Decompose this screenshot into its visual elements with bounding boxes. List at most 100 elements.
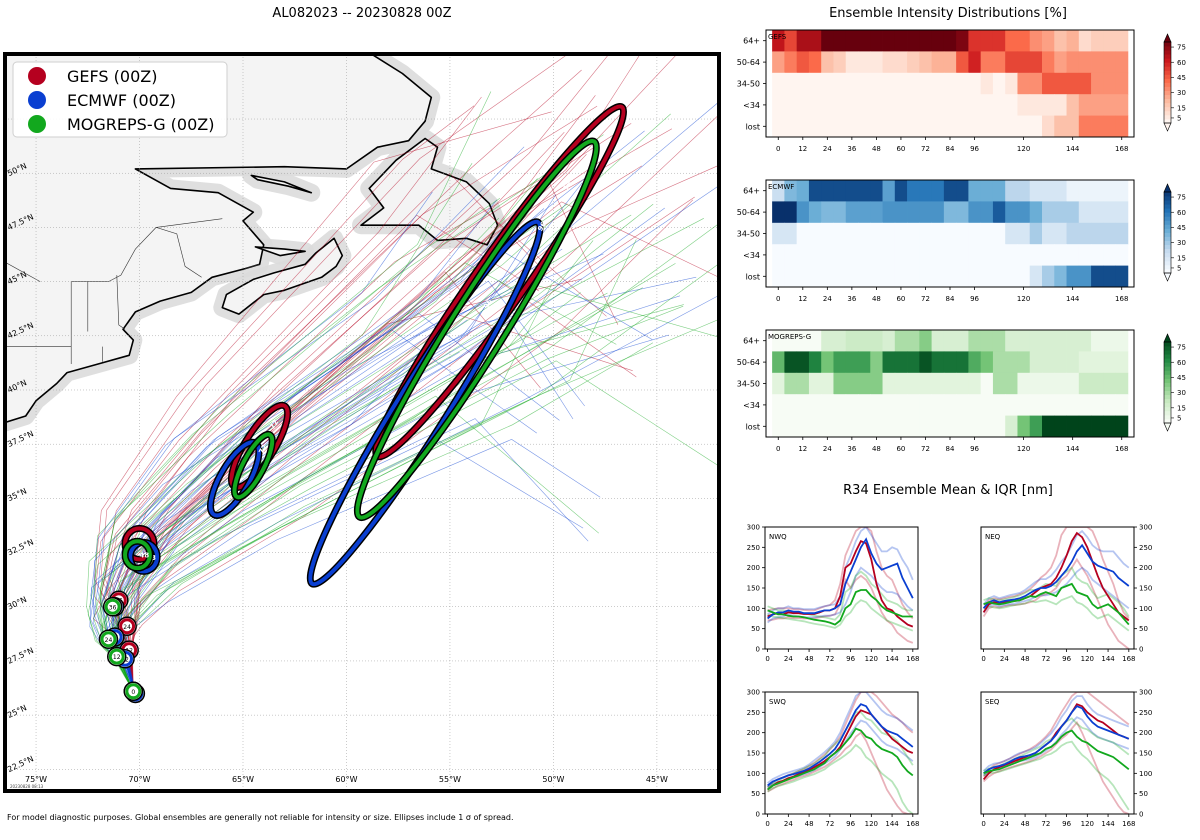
map-content: 487296012243648729601224364872960122436 [5,54,719,791]
heatmap-cell [1005,115,1018,138]
heatmap-cell [907,265,920,288]
x-tick-label: 72 [921,145,930,153]
heatmap-cell [858,394,871,416]
heatmap-cell [968,372,982,395]
colorbar-tick-label: 30 [1177,239,1186,247]
heatmap-cell [833,394,847,416]
r34-lines [766,692,914,814]
heatmap-cell [919,51,932,74]
colorbar-segment [1164,42,1171,47]
heatmap-cell [956,244,969,266]
heatmap-cell [956,372,969,395]
heatmap-cell [1017,51,1031,74]
x-tick-label: 48 [1021,655,1030,663]
y-tick-label: 200 [1139,564,1152,572]
heatmap-cell [931,180,945,202]
heatmap-cell [808,115,822,138]
heatmap-cell [821,72,834,95]
iqr-line-gefs-iqr [982,720,1130,814]
heatmap-cell [1005,94,1018,116]
heatmap-cell [894,415,908,438]
x-tick-label: 120 [1017,145,1030,153]
heatmap-cell [882,51,896,74]
heatmap-cell [980,330,994,352]
heatmap-cell [1054,330,1067,352]
x-tick-label: 72 [1041,655,1050,663]
nova-scotia [221,237,344,315]
y-tick-label: lost [746,122,760,131]
x-tick-label: 168 [1122,820,1135,828]
mean-line-ecmwf [767,703,914,787]
heatmap-cell [980,265,994,288]
heatmap-cell [956,115,969,138]
heatmap-cell [808,351,822,374]
mogreps-g-marker-label: 24 [105,637,113,644]
heatmap-cell [1091,72,1104,95]
r34-panel-label: NEQ [985,533,1001,541]
mean-line-ecmwf [982,543,1130,609]
heatmap-cell [1078,415,1092,438]
x-tick-label: 48 [805,820,814,828]
heatmap-cell [894,330,908,352]
heatmap-cell [919,394,932,416]
heatmap-cell [907,330,920,352]
heatmap-cell [845,30,859,52]
heatmap-cell [968,394,982,416]
heatmap-cell [1042,201,1055,224]
heatmap-cell [1115,265,1129,288]
y-tick-label: 150 [747,585,760,593]
heatmap-cell [907,180,920,202]
x-tick-label: 84 [946,145,955,153]
heatmap-cell [784,372,798,395]
colorbar-tick-label: 60 [1177,209,1186,217]
colorbar-tick-label: 45 [1177,74,1186,82]
y-tick-label: 50 [1139,790,1148,798]
r34-panel-seq: SEQ 0 24 48 72 96 120 144 168 0 50 100 150 200 250 300 [980,689,1152,828]
x-tick-label: 144 [885,655,899,663]
heatmap-cell [821,94,834,116]
heatmap-cell [980,51,994,74]
heatmap-cell [1054,51,1067,74]
heatmap-cell [1005,72,1018,95]
heatmap-cell [1054,94,1067,116]
heatmap-cell [1042,351,1055,374]
mean-line-ecmwf [983,705,1130,775]
heatmap-cell [882,415,896,438]
heatmap-cell [1115,394,1129,416]
heatmap-cell [992,415,1006,438]
heatmap-cell [858,330,871,352]
colorbar-tick-label: 15 [1177,104,1186,112]
heatmap-cell [980,372,994,395]
heatmap-cell [821,222,834,245]
heatmap-cell [1029,415,1043,438]
heatmap-cell [1078,222,1092,245]
y-tick-label: <34 [743,101,760,110]
lon-tick-label: 55°W [439,775,461,784]
heatmap-cell [931,244,945,266]
y-tick-label: 200 [747,564,760,572]
x-tick-label: 60 [896,145,905,153]
colorbar-tick-label: 15 [1177,404,1186,412]
y-tick-label: 0 [756,811,760,819]
mogreps-g-ellipse-72 [232,432,275,500]
heatmap-cell [1029,394,1043,416]
heatmap-cell [808,30,822,52]
heatmap-cell [980,115,994,138]
x-tick-label: 12 [798,295,807,303]
heatmap-cell [870,115,883,138]
heatmap-cell [931,222,945,245]
colorbar-segment [1164,118,1171,124]
heatmap-cell [1078,115,1092,138]
heatmap-cell [1103,201,1116,224]
heatmap-cell [1066,372,1080,395]
heatmap-cell [1066,351,1080,374]
heatmap-cell [858,180,871,202]
heatmap-cell [772,94,785,116]
heatmap-cell [956,394,969,416]
heatmap-cell [784,330,798,352]
colorbar-segment [1164,212,1171,217]
heatmap-cell [931,51,945,74]
heatmap-cell [808,372,822,395]
r34-panel-neq: NEQ 0 24 48 72 96 120 144 168 0 50 100 150 200 250 300 [980,524,1152,663]
heatmap-cell [956,222,969,245]
